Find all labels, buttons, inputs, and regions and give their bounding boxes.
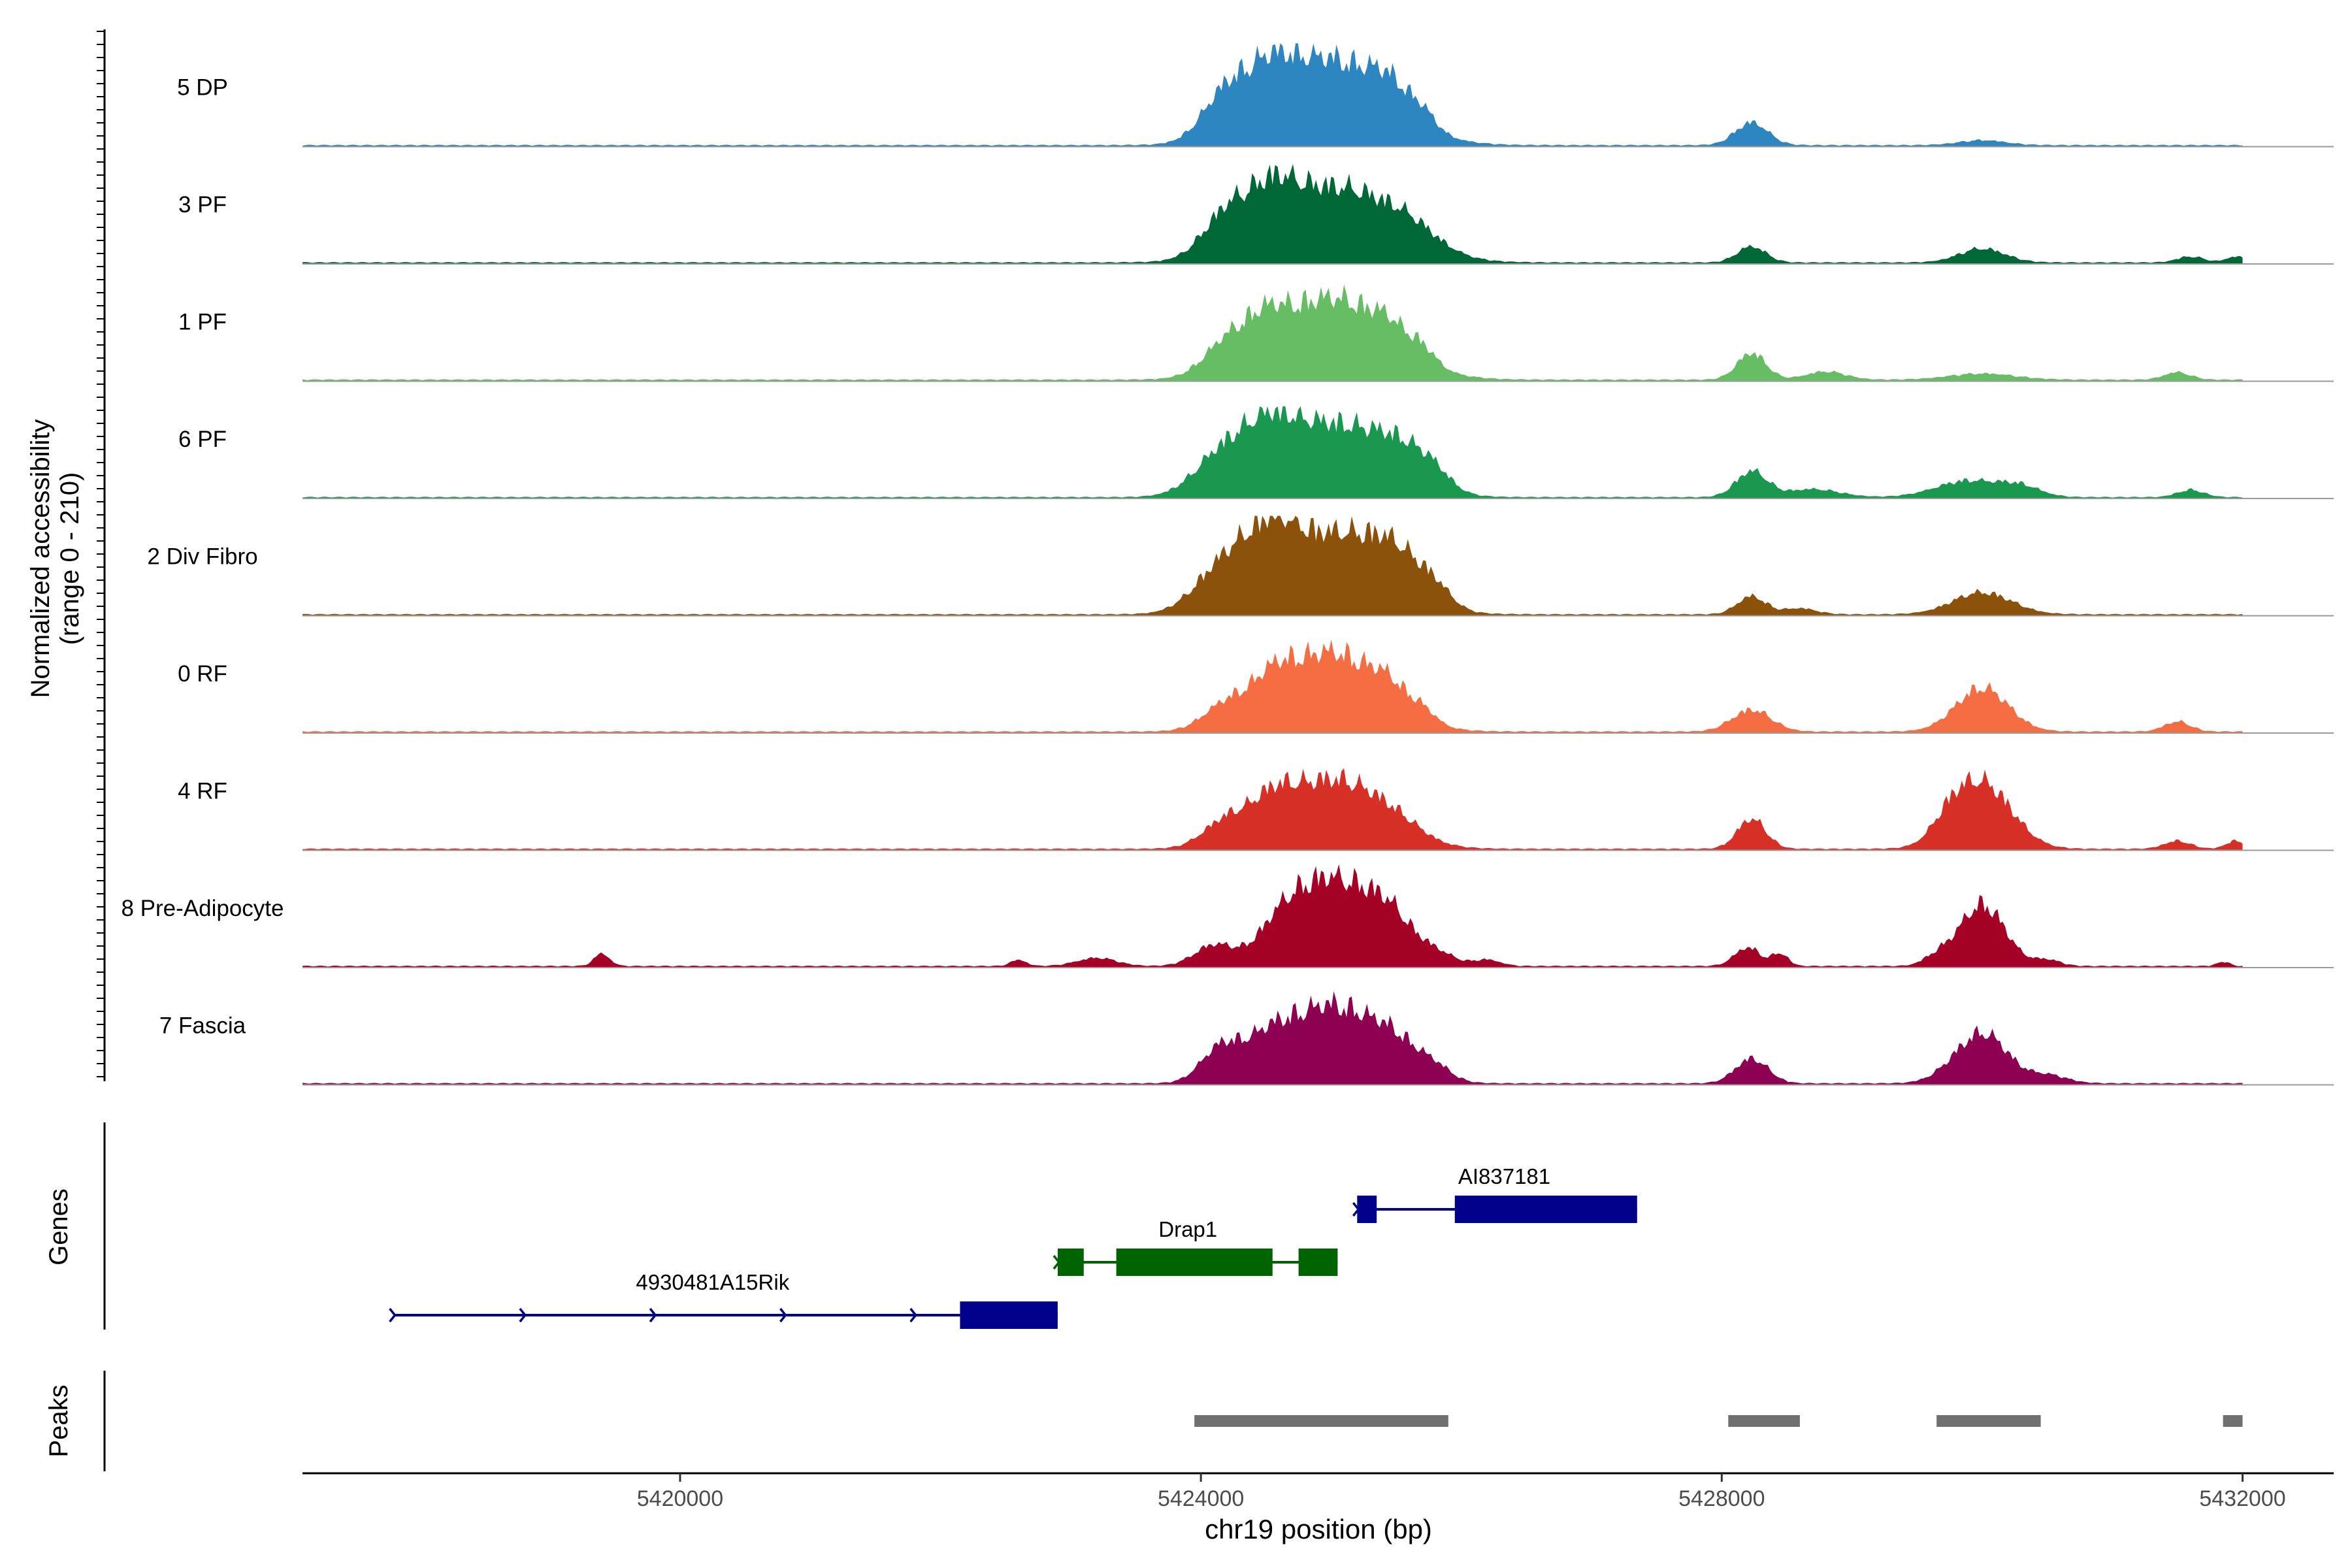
peak-region — [1936, 1415, 2041, 1427]
gene-annotations: AI837181 Drap1 4930481A15Rik — [389, 1164, 1637, 1329]
strand-arrow — [1053, 1254, 1061, 1270]
y-axis-label-line2: (range 0 - 210) — [56, 472, 84, 645]
coverage-area-3-pf — [302, 164, 2243, 264]
x-tick-label: 5424000 — [1158, 1486, 1244, 1511]
x-tick-label: 5432000 — [2199, 1486, 2285, 1511]
coverage-area-2-div-fibro — [302, 515, 2243, 616]
peak-region — [2223, 1415, 2243, 1427]
track-label-1-pf: 1 PF — [178, 310, 227, 335]
track-label-4-rf: 4 RF — [178, 779, 227, 804]
peaks-panel-label: Peaks — [44, 1384, 73, 1457]
y-axis-label-line1: Normalized accessibility — [26, 419, 55, 698]
coverage-area-8-pre-adipocyte — [302, 864, 2243, 968]
gene-label-ai837181: AI837181 — [1458, 1164, 1550, 1188]
track-label-8-pre-adipocyte: 8 Pre-Adipocyte — [121, 896, 284, 921]
strand-arrow — [519, 1307, 527, 1323]
track-label-6-pf: 6 PF — [178, 427, 227, 452]
coverage-area-0-rf — [302, 640, 2243, 733]
gene-label-4930481a15rik: 4930481A15Rik — [636, 1270, 789, 1294]
peak-region — [1194, 1415, 1448, 1427]
strand-arrow — [779, 1307, 787, 1323]
genes-panel-label: Genes — [44, 1188, 73, 1266]
gene-ai837181: AI837181 — [1352, 1164, 1637, 1223]
gene-exon — [1116, 1249, 1273, 1276]
x-axis-title: chr19 position (bp) — [1205, 1514, 1432, 1544]
coverage-area-6-pf — [302, 406, 2243, 498]
track-label-0-rf: 0 RF — [178, 661, 227, 687]
gene-exon — [1454, 1196, 1637, 1223]
gene-exon — [960, 1301, 1058, 1329]
coverage-area-5-dp — [302, 43, 2243, 147]
coverage-axis-ticks — [97, 31, 105, 1077]
strand-arrow — [389, 1307, 397, 1323]
x-axis-ticks: 5420000 5424000 5428000 5432000 — [637, 1473, 2286, 1511]
strand-arrow — [1352, 1201, 1360, 1217]
x-tick-label: 5428000 — [1678, 1486, 1765, 1511]
coverage-tracks — [302, 43, 2334, 1086]
strand-arrow — [909, 1307, 917, 1323]
gene-drap1: Drap1 — [1053, 1217, 1338, 1276]
peak-region — [1728, 1415, 1800, 1427]
gene-exon — [1298, 1249, 1338, 1276]
strand-arrow — [649, 1307, 657, 1323]
coverage-area-4-rf — [302, 768, 2243, 851]
gene-exon — [1057, 1249, 1084, 1276]
track-label-7-fascia: 7 Fascia — [159, 1013, 246, 1039]
x-tick-label: 5420000 — [637, 1486, 723, 1511]
track-label-2-div-fibro: 2 Div Fibro — [147, 544, 257, 570]
gene-4930481a15rik: 4930481A15Rik — [389, 1270, 1058, 1329]
coverage-area-7-fascia — [302, 991, 2243, 1085]
peak-regions — [1194, 1415, 2243, 1427]
track-labels: 5 DP 3 PF 1 PF 6 PF 2 Div Fibro 0 RF 4 RF 8 Pre… — [121, 75, 284, 1039]
coverage-area-1-pf — [302, 284, 2243, 382]
gene-exon — [1357, 1196, 1377, 1223]
gene-label-drap1: Drap1 — [1158, 1217, 1217, 1241]
track-label-3-pf: 3 PF — [178, 192, 227, 218]
track-label-5-dp: 5 DP — [177, 75, 228, 101]
